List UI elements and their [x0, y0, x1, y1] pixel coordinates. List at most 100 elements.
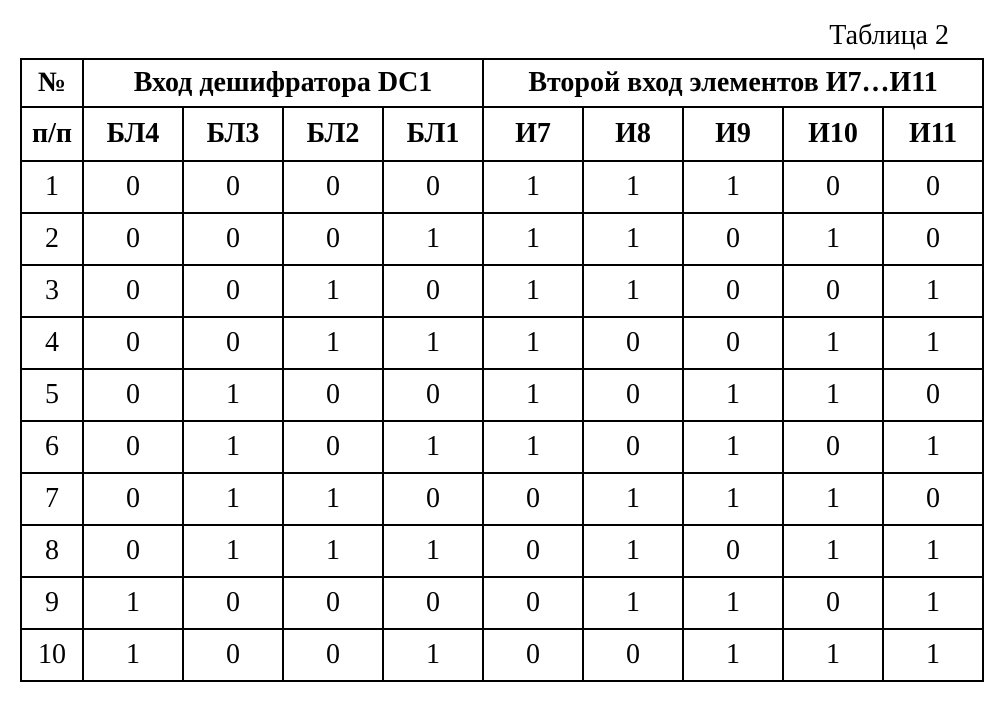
cell-dc: 0 [383, 577, 483, 629]
cell-i: 1 [783, 473, 883, 525]
cell-i: 1 [883, 421, 983, 473]
cell-i: 0 [583, 369, 683, 421]
cell-i: 0 [683, 213, 783, 265]
cell-index: 8 [21, 525, 83, 577]
cell-index: 3 [21, 265, 83, 317]
cell-index: 10 [21, 629, 83, 681]
cell-dc: 0 [283, 369, 383, 421]
cell-i: 1 [783, 629, 883, 681]
cell-i: 1 [583, 213, 683, 265]
cell-i: 0 [783, 161, 883, 213]
cell-dc: 1 [383, 525, 483, 577]
cell-i: 0 [483, 525, 583, 577]
cell-i: 0 [583, 629, 683, 681]
header-row-2: п/п БЛ4 БЛ3 БЛ2 БЛ1 И7 И8 И9 И10 И11 [21, 107, 983, 161]
cell-dc: 1 [183, 369, 283, 421]
header-dc-2: БЛ2 [283, 107, 383, 161]
cell-dc: 1 [83, 577, 183, 629]
cell-dc: 0 [83, 265, 183, 317]
cell-index: 4 [21, 317, 83, 369]
cell-dc: 0 [283, 213, 383, 265]
cell-i: 1 [683, 629, 783, 681]
table-row: 9100001101 [21, 577, 983, 629]
cell-dc: 1 [283, 473, 383, 525]
cell-dc: 1 [283, 317, 383, 369]
header-index-top: № [21, 59, 83, 107]
cell-dc: 0 [283, 629, 383, 681]
table-row: 5010010110 [21, 369, 983, 421]
cell-i: 1 [483, 213, 583, 265]
cell-index: 2 [21, 213, 83, 265]
cell-dc: 0 [83, 161, 183, 213]
cell-dc: 1 [283, 525, 383, 577]
header-i-1: И8 [583, 107, 683, 161]
header-dc-0: БЛ4 [83, 107, 183, 161]
cell-dc: 0 [83, 369, 183, 421]
cell-i: 1 [683, 577, 783, 629]
cell-i: 1 [483, 317, 583, 369]
cell-i: 1 [583, 161, 683, 213]
cell-i: 1 [683, 369, 783, 421]
cell-dc: 0 [183, 317, 283, 369]
cell-i: 0 [683, 317, 783, 369]
header-row-1: № Вход дешифратора DC1 Второй вход элеме… [21, 59, 983, 107]
cell-i: 1 [883, 629, 983, 681]
cell-i: 1 [483, 369, 583, 421]
cell-dc: 0 [383, 369, 483, 421]
header-i-4: И11 [883, 107, 983, 161]
cell-i: 1 [583, 265, 683, 317]
cell-i: 1 [783, 369, 883, 421]
cell-i: 1 [783, 213, 883, 265]
cell-i: 1 [483, 421, 583, 473]
header-i-2: И9 [683, 107, 783, 161]
cell-index: 7 [21, 473, 83, 525]
cell-dc: 0 [283, 421, 383, 473]
table-caption: Таблица 2 [20, 20, 979, 52]
cell-i: 0 [483, 577, 583, 629]
cell-index: 6 [21, 421, 83, 473]
cell-dc: 0 [383, 265, 483, 317]
cell-i: 0 [883, 161, 983, 213]
header-group-i: Второй вход элементов И7…И11 [483, 59, 983, 107]
cell-i: 1 [883, 525, 983, 577]
cell-dc: 0 [83, 421, 183, 473]
table-row: 8011101011 [21, 525, 983, 577]
cell-i: 0 [583, 421, 683, 473]
cell-dc: 1 [183, 473, 283, 525]
cell-i: 1 [483, 265, 583, 317]
cell-index: 1 [21, 161, 83, 213]
table-body: 1000011100200011101030010110014001110011… [21, 161, 983, 681]
cell-i: 0 [883, 473, 983, 525]
cell-i: 0 [783, 265, 883, 317]
cell-dc: 1 [383, 629, 483, 681]
cell-dc: 1 [183, 421, 283, 473]
cell-dc: 0 [83, 525, 183, 577]
cell-index: 9 [21, 577, 83, 629]
cell-dc: 0 [183, 577, 283, 629]
cell-dc: 1 [383, 421, 483, 473]
cell-i: 0 [483, 629, 583, 681]
table-row: 3001011001 [21, 265, 983, 317]
cell-index: 5 [21, 369, 83, 421]
table-row: 4001110011 [21, 317, 983, 369]
table-row: 10100100111 [21, 629, 983, 681]
header-group-dc: Вход дешифратора DC1 [83, 59, 483, 107]
cell-i: 1 [583, 473, 683, 525]
cell-dc: 0 [383, 161, 483, 213]
cell-i: 1 [683, 421, 783, 473]
header-index-bottom: п/п [21, 107, 83, 161]
header-i-3: И10 [783, 107, 883, 161]
cell-dc: 1 [383, 213, 483, 265]
table-row: 2000111010 [21, 213, 983, 265]
cell-i: 0 [483, 473, 583, 525]
cell-i: 1 [683, 161, 783, 213]
cell-dc: 0 [83, 213, 183, 265]
cell-i: 0 [883, 369, 983, 421]
table-row: 6010110101 [21, 421, 983, 473]
table-row: 7011001110 [21, 473, 983, 525]
cell-i: 1 [883, 317, 983, 369]
cell-dc: 1 [383, 317, 483, 369]
cell-i: 1 [483, 161, 583, 213]
cell-i: 1 [783, 317, 883, 369]
header-dc-1: БЛ3 [183, 107, 283, 161]
